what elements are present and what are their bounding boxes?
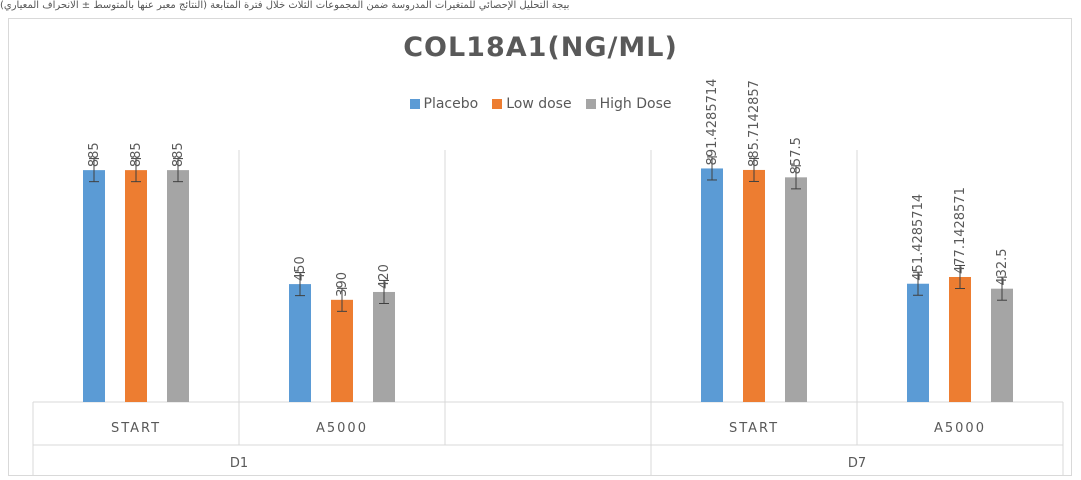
bar <box>83 170 105 402</box>
bar <box>125 170 147 402</box>
category-label: START <box>111 421 161 436</box>
bar <box>743 169 765 402</box>
bar <box>373 291 395 402</box>
legend-label: Low dose <box>506 96 572 112</box>
header-strip: بيجة التحليل الإحصائي للمتغيرات المدروسة… <box>0 0 570 11</box>
legend-swatch <box>492 99 503 109</box>
data-label: 885 <box>87 142 102 167</box>
data-label: 891.4285714 <box>705 79 720 166</box>
chart-legend: Placebo Low dose High Dose <box>0 96 1081 112</box>
legend-swatch <box>585 99 596 109</box>
legend-label: Placebo <box>423 96 479 112</box>
bar <box>785 177 807 402</box>
data-label: 432.5 <box>995 248 1010 285</box>
data-label: 420 <box>377 264 392 289</box>
bar <box>289 284 311 402</box>
data-label: 885 <box>171 142 186 167</box>
legend-swatch <box>409 99 420 109</box>
legend-item-0: Placebo <box>409 96 479 112</box>
data-label: 885 <box>129 142 144 167</box>
data-label: 450 <box>293 256 308 281</box>
data-label: 477.1428571 <box>953 187 968 274</box>
category-label: A5000 <box>316 421 368 436</box>
bar <box>949 276 971 402</box>
bar <box>167 170 189 402</box>
legend-item-1: Low dose <box>492 96 572 112</box>
chart-frame <box>8 18 1072 476</box>
category-label: A5000 <box>934 421 986 436</box>
group-label: D7 <box>848 456 866 471</box>
bar <box>907 283 929 402</box>
legend-item-2: High Dose <box>585 96 672 112</box>
group-label: D1 <box>230 456 248 471</box>
bar <box>701 168 723 402</box>
bar <box>991 288 1013 402</box>
data-label: 451.4285714 <box>911 194 926 281</box>
bar <box>331 299 353 402</box>
chart-title: COL18A1(NG/ML) <box>403 32 678 63</box>
data-label: 390 <box>335 272 350 297</box>
data-label: 857.5 <box>789 137 804 174</box>
legend-label: High Dose <box>599 96 672 112</box>
category-label: START <box>729 421 779 436</box>
data-label: 885.7142857 <box>747 80 762 167</box>
